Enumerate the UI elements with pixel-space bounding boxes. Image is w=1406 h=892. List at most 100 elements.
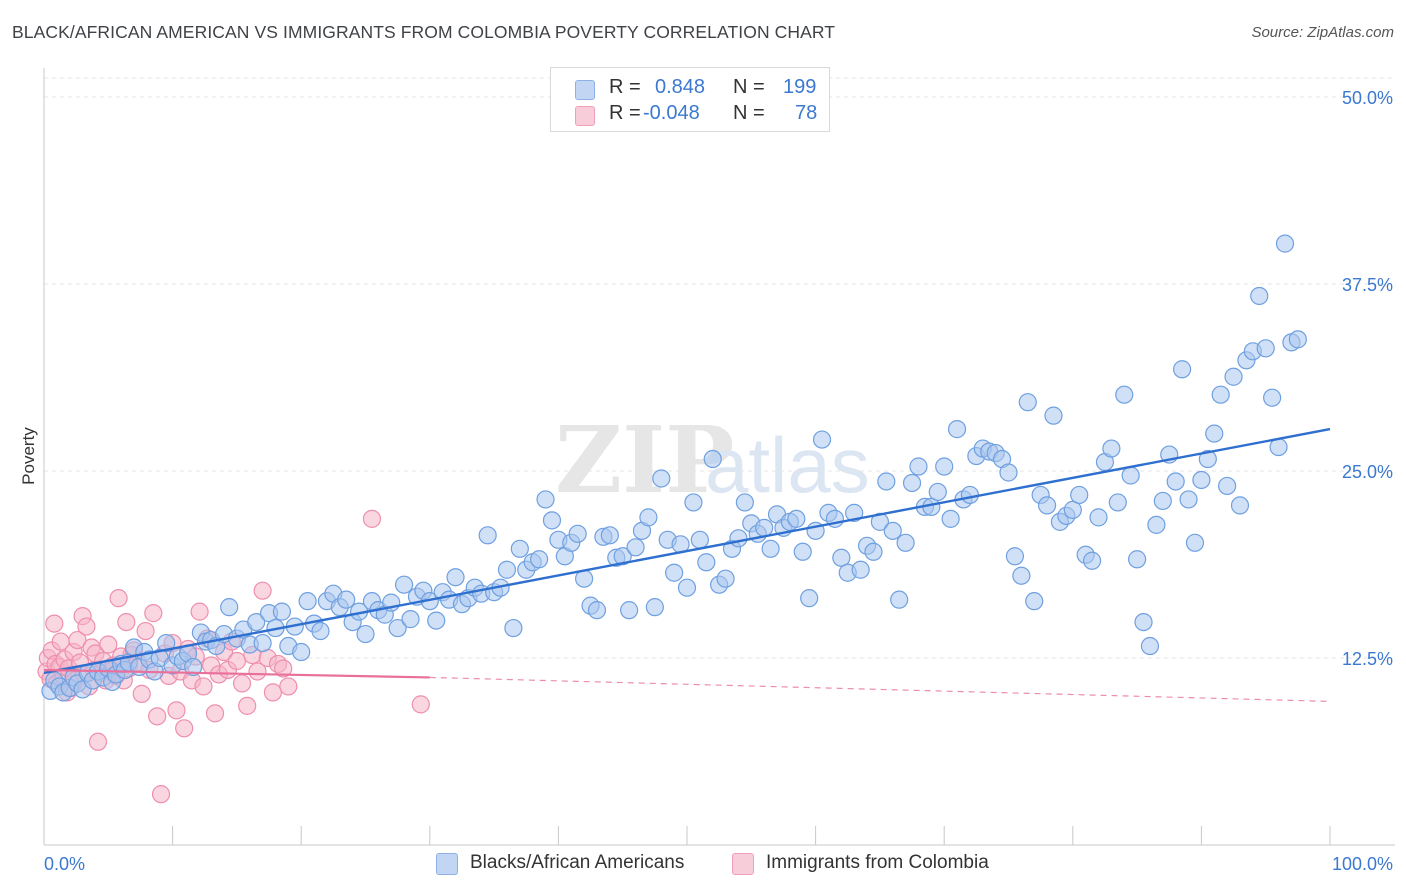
black-point (568, 524, 587, 543)
black-point (157, 633, 176, 653)
black-point (690, 530, 709, 549)
black-point (1134, 612, 1153, 632)
black-point (1102, 439, 1121, 458)
black-point (703, 449, 722, 469)
colombia-point (232, 674, 252, 693)
black-point (761, 539, 780, 558)
black-point (292, 642, 311, 662)
black-point (1192, 470, 1211, 490)
black-point (883, 521, 902, 540)
black-point (504, 618, 523, 638)
y-tick-label: 25.0% (1342, 462, 1393, 482)
black-point (1012, 566, 1031, 585)
black-point (542, 511, 562, 530)
black-point (1166, 472, 1185, 491)
black-point (1153, 491, 1172, 511)
legend-swatch-pink (732, 853, 754, 875)
black-point (1070, 485, 1089, 505)
black-point (1140, 636, 1160, 656)
black-point (787, 509, 806, 528)
black-point (1063, 500, 1082, 519)
colombia-point (238, 696, 257, 715)
black-point (1218, 476, 1237, 496)
legend-row-colombia: R = -0.048 N = 78 (575, 102, 817, 128)
black-point (716, 569, 735, 588)
black-point (401, 610, 420, 629)
black-point (729, 529, 748, 548)
black-point (902, 473, 922, 493)
colombia-point (362, 509, 382, 528)
legend-n-label: N = (733, 76, 765, 98)
trend-lines (43, 427, 1331, 702)
black-point (1173, 360, 1192, 379)
zipatlas-watermark: ZIP atlas (555, 406, 870, 514)
tick-labels: 12.5% 25.0% 37.5% 50.0% 0.0% 100.0% Poverty (19, 88, 1393, 874)
colombia-point (45, 614, 64, 633)
black-point (626, 538, 645, 557)
black-point (947, 420, 967, 439)
black-point (832, 548, 851, 567)
colombia-point (132, 684, 151, 704)
black-point (620, 601, 639, 620)
black-point (356, 624, 375, 644)
black-point (1230, 496, 1250, 515)
black-point (1108, 493, 1127, 512)
black-trend-line (43, 427, 1331, 675)
black-point (600, 526, 619, 545)
colombia-point (77, 617, 96, 636)
colombia-point (175, 719, 194, 738)
colombia-trend-line (43, 668, 430, 679)
colombia-point (274, 659, 293, 678)
colombia-point (68, 630, 87, 650)
legend-r-value: -0.048 (643, 102, 700, 124)
chart-title: BLACK/AFRICAN AMERICAN VS IMMIGRANTS FRO… (12, 22, 836, 42)
black-point (1288, 330, 1307, 349)
black-point (800, 589, 819, 608)
colombia-point (136, 621, 155, 641)
y-tick-label: 50.0% (1342, 88, 1393, 108)
black-point (1147, 515, 1166, 534)
colombia-point (151, 785, 171, 804)
source-label: Source: ZipAtlas.com (1251, 24, 1394, 41)
axes (43, 68, 1395, 846)
black-point (1025, 592, 1044, 611)
black-point (812, 430, 832, 449)
black-point (220, 598, 239, 617)
black-point (890, 590, 909, 609)
x-tick-label: 100.0% (1332, 854, 1393, 874)
legend-swatch-blue (575, 80, 595, 100)
legend-n-value: 199 (783, 76, 817, 98)
black-point (677, 578, 697, 597)
black-point (697, 553, 716, 572)
y-tick-label: 37.5% (1342, 275, 1393, 295)
colombia-point (88, 732, 108, 751)
colombia-points (37, 509, 430, 804)
black-point (896, 533, 915, 552)
black-point (935, 457, 954, 476)
colombia-point (227, 651, 246, 671)
legend-swatch-pink (575, 106, 595, 126)
colombia-point (109, 589, 128, 608)
black-point (388, 618, 407, 638)
legend-n-value: 78 (795, 102, 818, 124)
colombia-trend-extension (429, 676, 1331, 702)
black-point (645, 598, 664, 617)
watermark-atlas: atlas (705, 421, 870, 509)
legend-label-colombia: Immigrants from Colombia (766, 852, 989, 873)
black-point (1127, 550, 1147, 569)
black-point (536, 490, 555, 509)
colombia-point (167, 701, 186, 720)
black-point (793, 542, 812, 561)
colombia-point (279, 677, 298, 696)
colombia-point (99, 635, 118, 654)
black-point (272, 602, 292, 621)
black-point (652, 469, 671, 488)
colombia-point (117, 612, 136, 632)
black-point (1018, 393, 1037, 412)
black-point (478, 526, 497, 545)
black-point (877, 472, 896, 491)
black-point (587, 601, 607, 620)
black-point (1224, 367, 1243, 386)
black-points (41, 234, 1307, 702)
